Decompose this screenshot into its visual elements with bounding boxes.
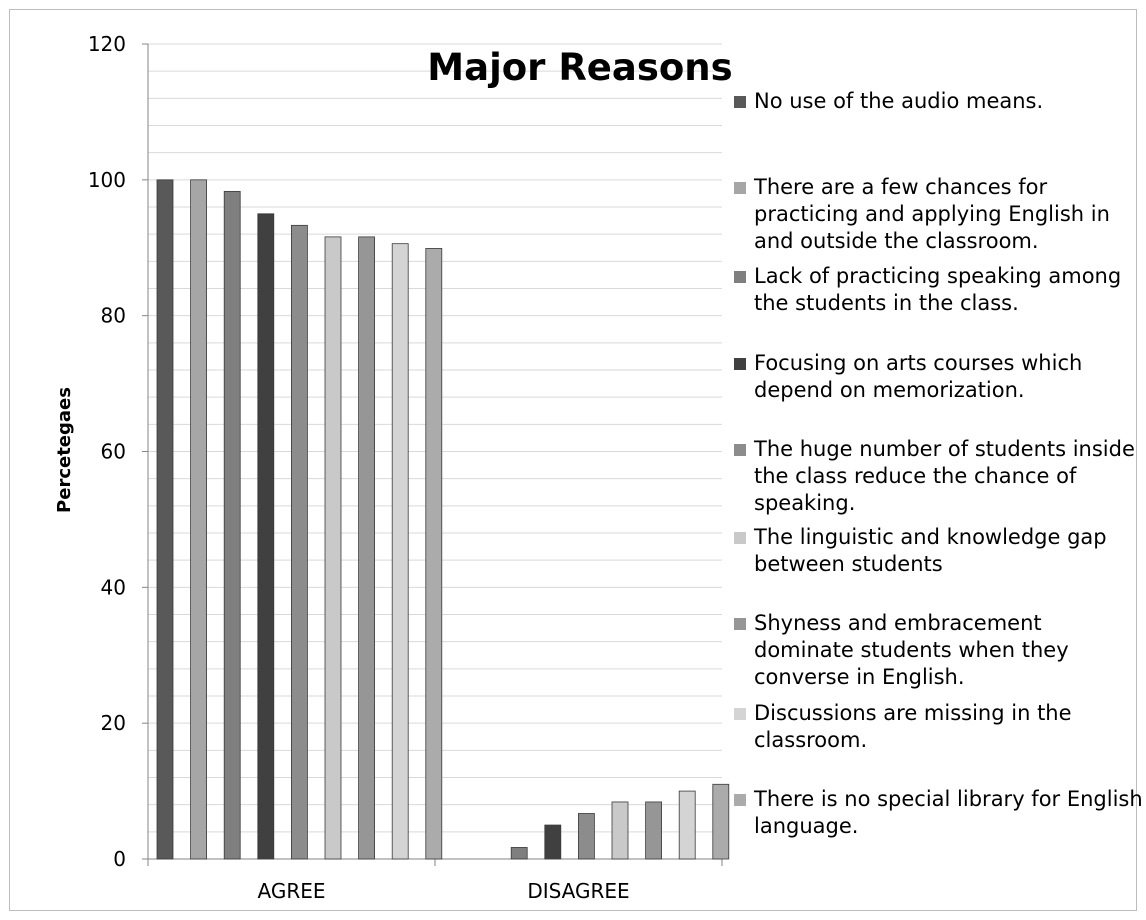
bar — [156, 179, 174, 860]
legend-label: There is no special library for English … — [754, 787, 1143, 838]
legend-swatch — [734, 182, 746, 194]
legend-item: Discussions are missing in the classroom… — [734, 700, 1146, 754]
bar — [510, 847, 528, 860]
legend-item: Shyness and embracement dominate student… — [734, 610, 1146, 691]
y-tick-label: 100 — [88, 168, 126, 192]
legend-label: The huge number of students inside the c… — [754, 437, 1135, 515]
legend-label: Lack of practicing speaking among the st… — [754, 264, 1122, 315]
legend-label: Discussions are missing in the classroom… — [754, 701, 1072, 752]
legend-item: There are a few chances for practicing a… — [734, 174, 1146, 255]
bar — [544, 824, 562, 860]
bar — [645, 801, 662, 860]
legend-item: The linguistic and knowledge gap between… — [734, 524, 1146, 578]
axis-labels: 0 20 40 60 80 100 120 AGREE DISAGREE — [88, 32, 630, 903]
legend-label: There are a few chances for practicing a… — [754, 175, 1110, 253]
legend-item: The huge number of students inside the c… — [734, 436, 1146, 517]
x-tick-label: AGREE — [258, 879, 326, 903]
legend-swatch — [734, 358, 746, 370]
y-tick-label: 120 — [88, 32, 126, 56]
bar — [425, 248, 443, 860]
x-tick-label: DISAGREE — [527, 879, 629, 903]
legend-label: The linguistic and knowledge gap between… — [754, 525, 1107, 576]
legend-label: Focusing on arts courses which depend on… — [754, 351, 1083, 402]
legend-swatch — [734, 708, 746, 720]
legend-item: There is no special library for English … — [734, 786, 1146, 840]
y-axis-label: Percetegaes — [54, 387, 75, 513]
bar — [678, 790, 696, 860]
y-tick-label: 0 — [113, 847, 126, 871]
legend-label: No use of the audio means. — [754, 89, 1044, 113]
y-tick-label: 60 — [101, 440, 126, 464]
bar — [257, 213, 275, 860]
bar — [611, 801, 629, 860]
bar — [578, 813, 595, 860]
legend-swatch — [734, 444, 746, 456]
bar — [712, 783, 730, 860]
bar — [358, 236, 376, 860]
legend-label: Shyness and embracement dominate student… — [754, 611, 1069, 689]
bar — [391, 243, 409, 860]
bar — [190, 179, 208, 860]
legend-swatch — [734, 618, 746, 630]
legend-swatch — [734, 532, 746, 544]
legend-swatch — [734, 794, 746, 806]
y-tick-label: 40 — [101, 575, 126, 599]
legend-item: No use of the audio means. — [734, 88, 1146, 115]
legend-swatch — [734, 96, 746, 108]
bar — [223, 190, 241, 860]
bar — [324, 236, 342, 860]
legend-item: Focusing on arts courses which depend on… — [734, 350, 1146, 404]
bar — [290, 224, 308, 860]
legend-item: Lack of practicing speaking among the st… — [734, 263, 1146, 317]
y-tick-label: 20 — [101, 711, 126, 735]
legend-swatch — [734, 271, 746, 283]
bars — [156, 179, 730, 860]
y-tick-label: 80 — [101, 304, 126, 328]
chart-title: Major Reasons — [427, 46, 732, 89]
